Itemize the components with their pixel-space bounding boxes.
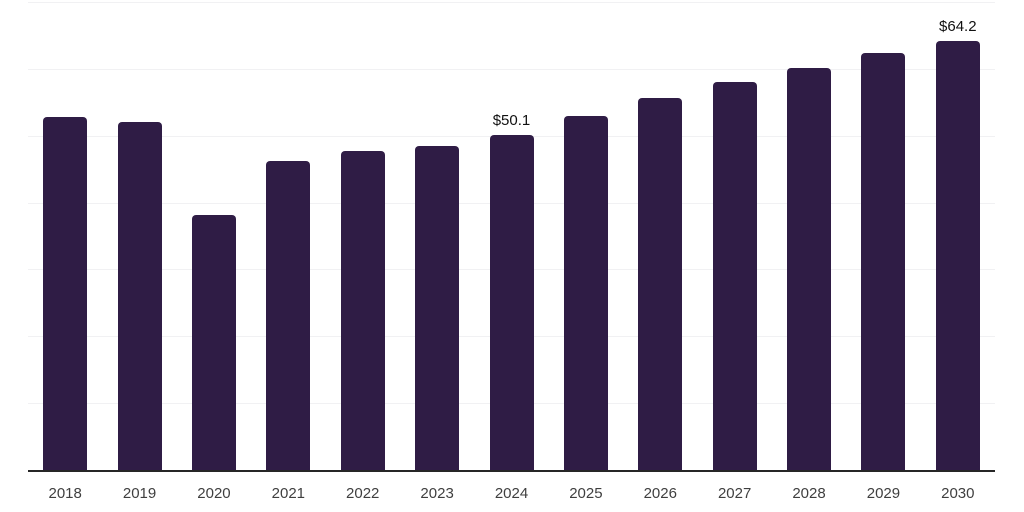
x-tick-2025: 2025 <box>569 485 603 502</box>
bar-2029 <box>861 52 906 470</box>
x-axis-labels: 2018 2019 2020 2021 2022 2023 2024 2025 2026 2027… <box>0 485 1024 505</box>
x-tick-2028: 2028 <box>792 485 826 502</box>
bar-2030 <box>935 40 980 470</box>
gridline-70 <box>28 2 995 3</box>
bar-2024 <box>489 135 534 470</box>
x-tick-2022: 2022 <box>346 485 380 502</box>
x-tick-2018: 2018 <box>48 485 82 502</box>
x-tick-2027: 2027 <box>717 485 752 502</box>
x-tick-2026: 2026 <box>643 485 677 502</box>
bar-2025 <box>563 116 608 470</box>
gridline-60 <box>28 68 995 70</box>
bar-2019 <box>117 122 162 470</box>
plot-area: $50.1 $64.2 <box>28 2 995 472</box>
bar-2027 <box>712 82 757 470</box>
bar-2026 <box>638 98 683 470</box>
bar-2028 <box>787 67 832 470</box>
value-label-2024: $50.1 <box>492 112 531 130</box>
x-tick-2020: 2020 <box>197 485 231 502</box>
bar-2018 <box>43 117 88 470</box>
x-tick-2021: 2021 <box>271 485 306 502</box>
bar-2020 <box>191 215 236 470</box>
bar-2022 <box>340 151 385 470</box>
x-tick-2030: 2030 <box>941 485 975 502</box>
bar-2021 <box>266 161 311 470</box>
value-label-2030: $64.2 <box>939 17 977 35</box>
x-tick-2023: 2023 <box>420 485 454 502</box>
bar-2023 <box>415 146 460 470</box>
x-tick-2029: 2029 <box>866 485 901 502</box>
x-tick-2024: 2024 <box>494 485 529 502</box>
x-tick-2019: 2019 <box>122 485 157 502</box>
